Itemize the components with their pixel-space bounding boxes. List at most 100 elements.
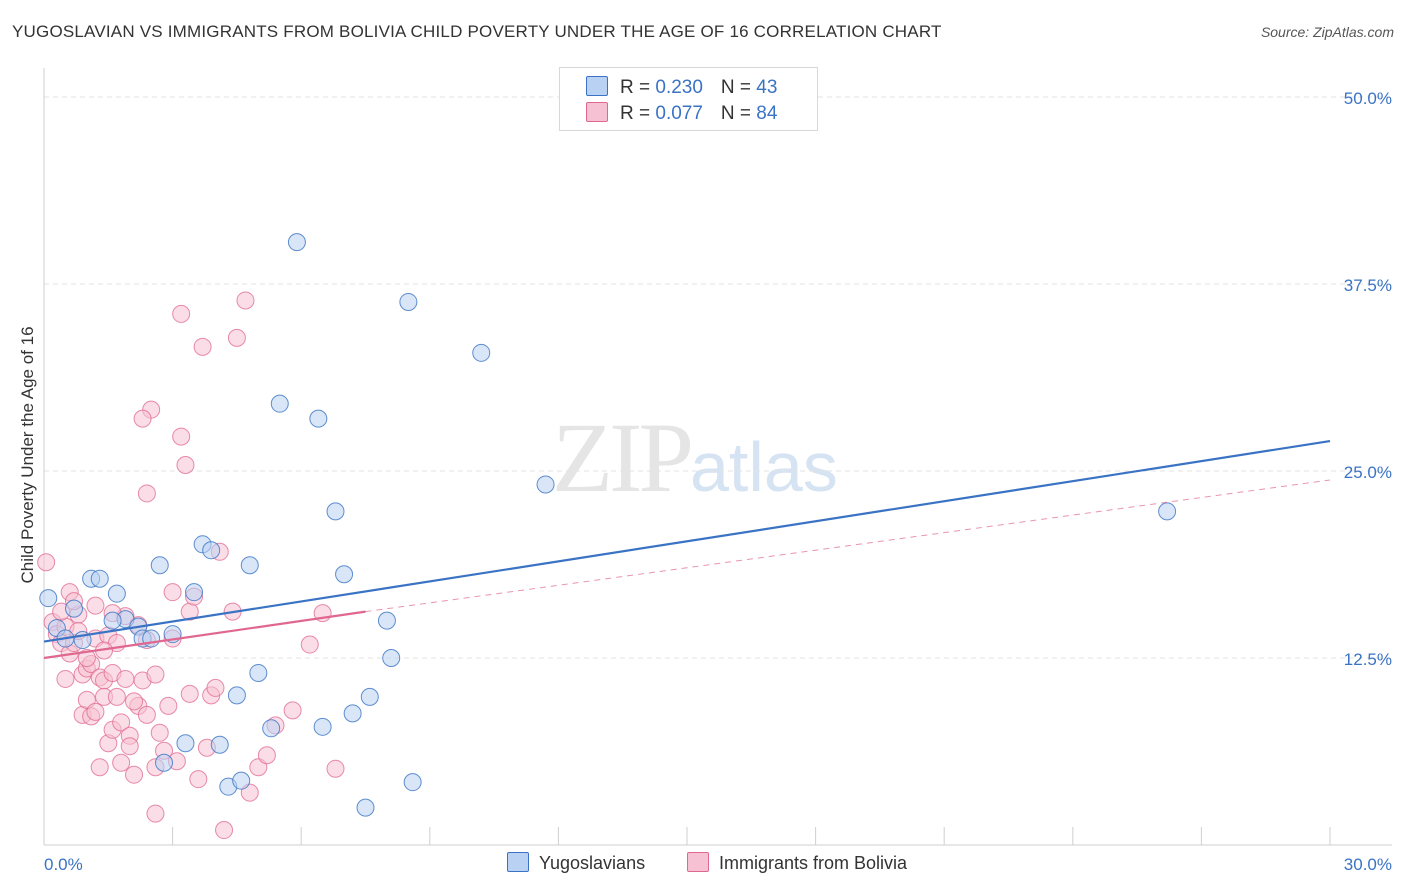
data-point-yugoslavians: [232, 771, 251, 790]
data-point-bolivia: [133, 409, 152, 428]
legend-r-value: 0.230: [655, 77, 703, 98]
data-point-bolivia: [159, 696, 178, 715]
watermark: ZIPatlas: [552, 400, 838, 515]
legend-swatch-blue: [586, 76, 608, 96]
data-point-bolivia: [193, 337, 212, 356]
data-point-yugoslavians: [326, 502, 345, 521]
trendline-bolivia: [43, 610, 366, 660]
legend-r-label: R =: [620, 77, 656, 98]
source-credit: Source: ZipAtlas.com: [1260, 24, 1394, 40]
watermark-zip: ZIP: [552, 402, 694, 513]
data-point-yugoslavians: [103, 611, 122, 630]
data-point-yugoslavians: [399, 292, 418, 311]
data-point-bolivia: [206, 678, 225, 697]
data-point-bolivia: [137, 484, 156, 503]
data-point-yugoslavians: [202, 541, 221, 560]
legend-swatch-pink: [586, 102, 608, 122]
bottom-legend-swatch-pink: [687, 852, 709, 872]
data-point-bolivia: [326, 759, 345, 778]
data-point-bolivia: [172, 427, 191, 446]
data-point-bolivia: [107, 687, 126, 706]
data-point-bolivia: [86, 596, 105, 615]
data-point-yugoslavians: [39, 589, 58, 608]
data-point-yugoslavians: [382, 649, 401, 667]
data-point-yugoslavians: [65, 599, 84, 618]
data-point-yugoslavians: [309, 409, 328, 428]
data-point-bolivia: [189, 770, 208, 789]
data-point-bolivia: [37, 553, 56, 572]
data-point-yugoslavians: [403, 773, 422, 792]
legend-n-label: N =: [720, 77, 757, 98]
bottom-legend-label: Yugoslavians: [539, 853, 646, 873]
data-point-yugoslavians: [227, 686, 246, 705]
data-point-yugoslavians: [536, 475, 555, 494]
data-point-bolivia: [56, 669, 75, 688]
data-point-bolivia: [163, 583, 182, 602]
data-point-yugoslavians: [1158, 502, 1177, 521]
data-point-yugoslavians: [107, 584, 126, 603]
data-point-yugoslavians: [176, 734, 195, 753]
legend-row-bolivia: R = 0.077 N = 84: [586, 102, 777, 126]
data-point-yugoslavians: [270, 394, 289, 413]
data-point-yugoslavians: [262, 719, 281, 738]
watermark-atlas: atlas: [690, 428, 838, 506]
legend-r-label: R =: [620, 103, 656, 124]
data-point-yugoslavians: [249, 663, 268, 682]
legend-n-value: 43: [756, 77, 778, 98]
legend-n-label: N =: [720, 103, 757, 124]
data-point-yugoslavians: [155, 753, 174, 772]
data-point-bolivia: [125, 765, 144, 784]
legend-r-value: 0.077: [655, 103, 703, 124]
data-point-yugoslavians: [377, 611, 396, 630]
y-axis-label: Child Poverty Under the Age of 16: [18, 326, 37, 584]
data-point-bolivia: [283, 701, 302, 720]
data-point-yugoslavians: [313, 717, 332, 736]
data-point-yugoslavians: [210, 735, 229, 754]
data-point-bolivia: [116, 669, 135, 688]
data-point-yugoslavians: [360, 687, 379, 706]
data-point-bolivia: [300, 635, 319, 654]
data-point-bolivia: [120, 737, 139, 756]
trendline-yugoslavians: [43, 439, 1331, 643]
bottom-legend-yugoslavians: Yugoslavians: [507, 852, 645, 874]
data-point-yugoslavians: [343, 704, 362, 723]
legend-row-yugoslavians: R = 0.230 N = 43: [586, 76, 777, 100]
data-point-yugoslavians: [185, 583, 204, 602]
chart-title: YUGOSLAVIAN VS IMMIGRANTS FROM BOLIVIA C…: [12, 22, 942, 41]
y-tick-label: 12.5%: [1344, 650, 1392, 669]
data-point-bolivia: [112, 753, 131, 772]
bottom-legend-swatch-blue: [507, 852, 529, 872]
data-point-yugoslavians: [90, 569, 109, 588]
data-point-bolivia: [180, 684, 199, 703]
data-point-bolivia: [90, 758, 109, 777]
data-point-bolivia: [227, 328, 246, 347]
x-tick-label: 0.0%: [44, 855, 83, 874]
data-point-yugoslavians: [356, 798, 375, 817]
data-point-bolivia: [86, 702, 105, 721]
data-point-bolivia: [172, 304, 191, 323]
data-point-bolivia: [150, 723, 169, 742]
y-tick-label: 25.0%: [1344, 463, 1392, 482]
bottom-legend-bolivia: Immigrants from Bolivia: [687, 852, 907, 874]
data-point-bolivia: [77, 649, 96, 667]
data-point-yugoslavians: [150, 556, 169, 575]
data-point-bolivia: [176, 456, 195, 475]
data-point-bolivia: [112, 713, 131, 732]
data-point-bolivia: [215, 821, 234, 840]
bottom-legend-label: Immigrants from Bolivia: [719, 853, 908, 873]
data-point-yugoslavians: [240, 556, 259, 575]
trendline-bolivia-extension: [365, 479, 1331, 613]
data-point-bolivia: [137, 705, 156, 724]
data-point-yugoslavians: [335, 565, 354, 584]
stats-legend: R = 0.230 N = 43 R = 0.077 N = 84: [559, 67, 818, 131]
data-point-yugoslavians: [287, 233, 306, 252]
y-tick-label: 37.5%: [1344, 276, 1392, 295]
x-tick-label: 30.0%: [1344, 855, 1392, 874]
data-point-bolivia: [146, 804, 165, 823]
data-point-bolivia: [257, 746, 276, 765]
data-point-bolivia: [125, 692, 144, 711]
legend-n-value: 84: [756, 103, 778, 124]
data-point-bolivia: [146, 665, 165, 684]
y-tick-label: 50.0%: [1344, 89, 1392, 108]
